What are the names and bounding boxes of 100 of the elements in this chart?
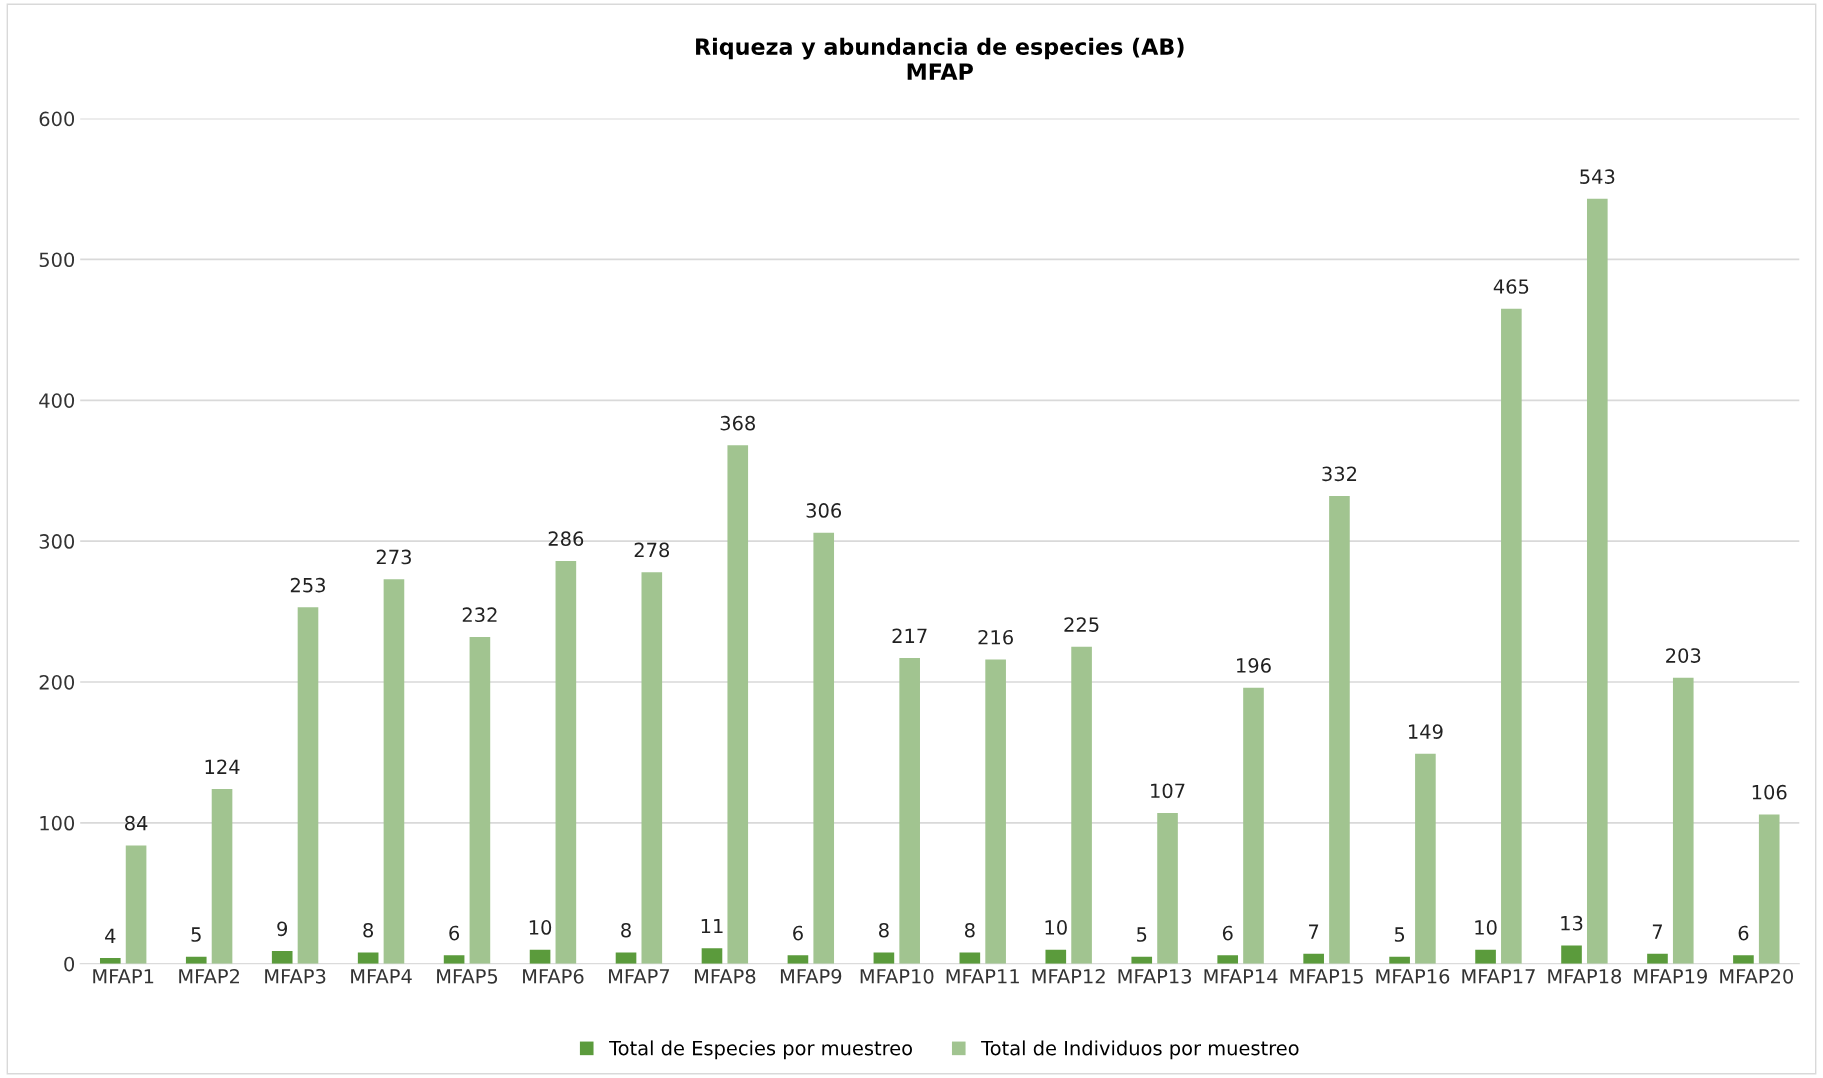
x-tick-label: MFAP18 <box>1548 968 1622 984</box>
bar <box>1501 308 1522 964</box>
data-label: 7 <box>1652 924 1662 939</box>
bar <box>1045 949 1067 964</box>
data-label: 11 <box>701 918 723 934</box>
data-label: 368 <box>720 415 755 431</box>
x-tick-label: MFAP12 <box>1032 968 1105 984</box>
bar <box>99 958 121 964</box>
x-tick-label: MFAP8 <box>694 968 756 984</box>
x-tick-label: MFAP4 <box>351 969 412 984</box>
data-label: 273 <box>376 549 411 565</box>
bar <box>615 952 637 964</box>
data-label: 10 <box>1045 920 1067 935</box>
data-label: 253 <box>290 577 325 593</box>
bar <box>211 789 233 964</box>
bar <box>641 572 663 964</box>
data-label: 5 <box>1394 927 1405 942</box>
x-tick-label: MFAP3 <box>265 968 326 984</box>
data-label: 6 <box>1222 925 1233 941</box>
data-label: 10 <box>1475 920 1497 935</box>
data-label: 5 <box>191 927 201 942</box>
x-tick-label: MFAP2 <box>179 968 239 984</box>
data-label: 84 <box>125 815 148 831</box>
data-label: 13 <box>1561 915 1583 931</box>
data-label: 149 <box>1408 724 1443 739</box>
data-label: 8 <box>879 922 889 938</box>
x-tick-label: MFAP20 <box>1720 968 1794 984</box>
bar <box>1475 949 1496 964</box>
bar <box>1303 953 1324 964</box>
bar <box>1071 646 1092 964</box>
data-label: 286 <box>548 531 584 546</box>
bar <box>701 948 723 964</box>
bar <box>959 952 981 964</box>
bar <box>383 579 405 964</box>
bar <box>1733 955 1754 964</box>
bar <box>899 658 920 964</box>
bar <box>1217 955 1239 964</box>
bar <box>873 952 895 964</box>
data-label: 6 <box>449 925 460 941</box>
legend-label: Total de Individuos por muestreo <box>981 1040 1299 1060</box>
data-label: 465 <box>1493 279 1529 294</box>
x-tick-label: MFAP16 <box>1376 968 1450 984</box>
x-tick-label: MFAP11 <box>946 969 1019 984</box>
y-tick-label: 500 <box>39 252 75 268</box>
x-tick-label: MFAP13 <box>1118 968 1192 984</box>
data-label: 9 <box>277 921 288 937</box>
bar <box>469 636 491 964</box>
x-tick-label: MFAP9 <box>780 968 842 984</box>
y-tick-label: 600 <box>39 111 75 127</box>
data-label: 306 <box>806 503 842 518</box>
bar <box>1647 953 1668 964</box>
bar <box>1415 753 1436 964</box>
data-label: 8 <box>964 922 975 938</box>
x-tick-label: MFAP7 <box>609 969 670 984</box>
bar <box>555 560 577 964</box>
data-label: 543 <box>1580 169 1615 184</box>
bar <box>443 955 465 964</box>
bar <box>297 607 319 964</box>
data-label: 107 <box>1151 783 1185 799</box>
data-label: 196 <box>1237 658 1271 673</box>
data-label: 8 <box>621 922 631 938</box>
x-tick-label: MFAP5 <box>437 969 498 984</box>
bar <box>813 532 835 964</box>
x-tick-label: MFAP1 <box>93 969 154 984</box>
bar <box>1243 687 1264 964</box>
bar <box>271 951 293 964</box>
bar <box>125 845 147 964</box>
chart-title: Riqueza y abundancia de especies (AB) MFAP <box>696 37 1184 80</box>
legend-label: Total de Especies por muestreo <box>609 1040 912 1060</box>
data-label: 6 <box>793 925 803 941</box>
data-label: 6 <box>1738 925 1749 941</box>
bar <box>1561 945 1582 964</box>
data-label: 124 <box>205 759 240 774</box>
data-label: 232 <box>462 607 497 623</box>
data-label: 8 <box>363 922 374 938</box>
data-label: 278 <box>634 542 670 558</box>
bar <box>1672 677 1694 964</box>
x-tick-label: MFAP17 <box>1462 969 1535 984</box>
x-tick-label: MFAP19 <box>1634 968 1707 984</box>
bar <box>1329 496 1350 964</box>
bar <box>1586 198 1608 964</box>
x-tick-label: MFAP14 <box>1204 969 1278 984</box>
x-tick-label: MFAP6 <box>523 968 584 984</box>
y-tick-label: 200 <box>39 674 75 690</box>
bar <box>357 952 379 964</box>
data-label: 203 <box>1666 648 1701 663</box>
data-label: 10 <box>529 920 552 935</box>
data-label: 4 <box>105 928 116 943</box>
x-tick-label: MFAP10 <box>860 968 934 984</box>
y-tick-label: 300 <box>39 534 75 549</box>
bar <box>985 659 1006 964</box>
y-tick-label: 100 <box>40 815 75 831</box>
x-tick-label: MFAP15 <box>1290 969 1363 984</box>
data-label: 332 <box>1322 466 1357 482</box>
data-label: 106 <box>1752 784 1787 800</box>
data-label: 217 <box>892 628 927 643</box>
y-tick-label: 400 <box>39 393 75 408</box>
data-label: 225 <box>1064 617 1099 632</box>
bar <box>787 955 809 964</box>
data-label: 216 <box>978 629 1013 645</box>
